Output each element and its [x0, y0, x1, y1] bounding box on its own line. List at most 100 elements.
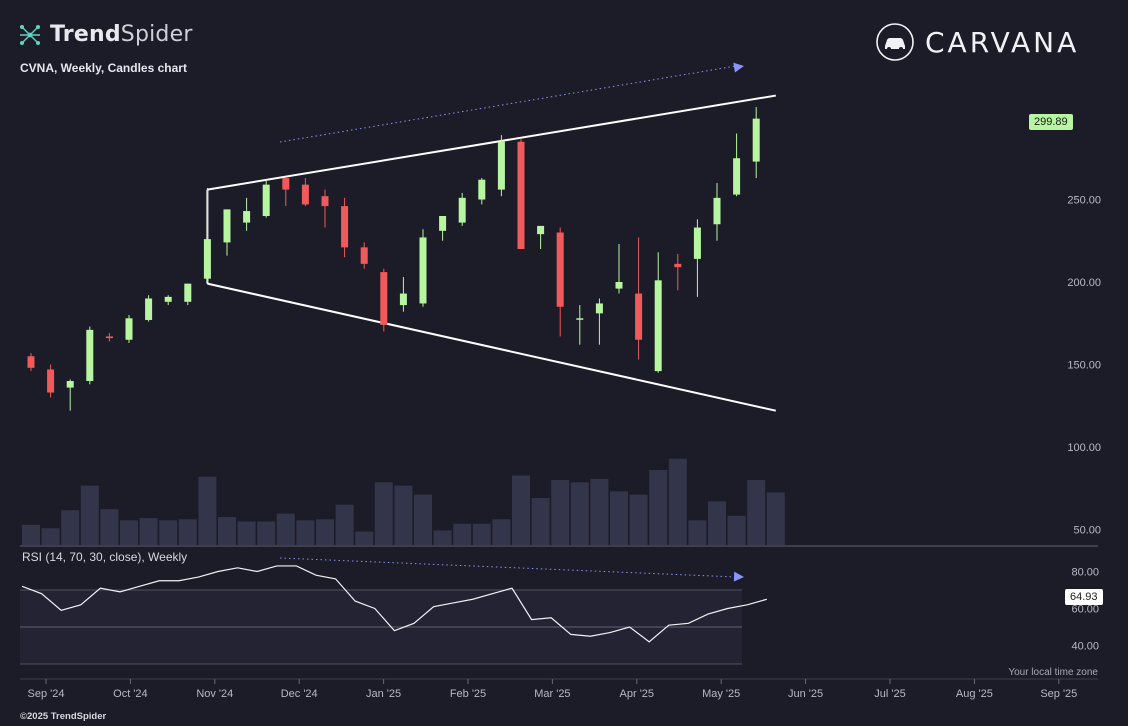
timezone-note[interactable]: Your local time zone	[1008, 667, 1098, 678]
candle-body	[341, 206, 349, 248]
candle-body	[105, 336, 113, 339]
volume-bar	[335, 504, 354, 545]
candle	[125, 315, 133, 344]
rsi-last-badge: 64.93	[1065, 589, 1103, 605]
volume-bars	[22, 458, 785, 545]
candle	[399, 277, 407, 312]
volume-bar	[198, 476, 217, 545]
channel-upper-line	[207, 94, 776, 191]
volume-bar	[727, 515, 746, 545]
candle	[654, 252, 662, 373]
candle	[635, 237, 643, 360]
rsi-projection-arrow-head	[733, 571, 744, 582]
candle-body	[184, 283, 192, 302]
volume-bar	[551, 480, 570, 545]
volume-bar	[766, 492, 785, 545]
candle	[145, 295, 153, 322]
time-tick-label: Sep '25	[1040, 688, 1077, 700]
candle-body	[380, 272, 388, 325]
volume-bar	[316, 519, 334, 545]
candle	[282, 178, 290, 207]
volume-bar	[394, 485, 413, 545]
time-tick-label: Oct '24	[113, 688, 148, 700]
channel-lower-line	[207, 282, 777, 412]
rsi-title: RSI (14, 70, 30, close), Weekly	[22, 550, 188, 564]
volume-bar	[120, 520, 138, 545]
time-tick-label: Mar '25	[534, 688, 570, 700]
candle-body	[693, 227, 701, 259]
volume-bar	[610, 491, 628, 545]
candle-body	[321, 196, 329, 207]
volume-bar	[492, 519, 511, 545]
volume-bar	[355, 531, 374, 545]
candle-body	[164, 296, 172, 302]
candle-body	[752, 118, 760, 162]
candle	[203, 187, 211, 282]
candle	[733, 133, 741, 197]
candle-body	[576, 318, 584, 320]
volume-bar	[139, 518, 158, 545]
volume-bar	[649, 469, 668, 545]
candle-body	[713, 197, 721, 225]
candle	[243, 197, 251, 231]
candle	[713, 183, 721, 241]
candle-body	[556, 232, 564, 307]
candle	[360, 242, 368, 269]
candle-body	[262, 184, 270, 216]
price-axis: 250.00 200.00 150.00 100.00 50.00	[1067, 195, 1101, 537]
candle	[556, 227, 564, 337]
price-tick-label: 200.00	[1067, 277, 1101, 289]
candle-body	[145, 298, 153, 320]
candle	[458, 192, 466, 226]
volume-bar	[629, 494, 648, 545]
candle	[86, 326, 94, 385]
last-price-badge: 299.89	[1029, 114, 1073, 130]
rsi-axis: 80.00 60.00 40.00	[1071, 567, 1099, 653]
candle	[517, 138, 525, 249]
time-tick-label: Apr '25	[620, 688, 655, 700]
rsi-series	[21, 565, 767, 643]
candle	[439, 216, 447, 241]
volume-bar	[512, 475, 530, 545]
time-tick-label: Jul '25	[874, 688, 905, 700]
candle	[47, 364, 55, 398]
volume-bar	[178, 519, 197, 545]
rsi-tick-label: 80.00	[1071, 567, 1099, 579]
candle	[164, 295, 172, 306]
candle	[752, 107, 760, 179]
time-tick-label: Sep '24	[28, 688, 65, 700]
price-projection-arrow-head	[733, 62, 744, 73]
projection-arrows	[279, 62, 744, 582]
time-tick-label: May '25	[702, 688, 740, 700]
candle	[380, 268, 388, 332]
candle	[321, 189, 329, 228]
volume-bar	[453, 523, 472, 545]
volume-bar	[41, 528, 60, 545]
candle-body	[733, 158, 741, 195]
volume-bar	[708, 501, 726, 545]
volume-bar	[570, 482, 589, 545]
time-tick-label: Jun '25	[788, 688, 823, 700]
candle-body	[66, 381, 74, 388]
candle-body	[537, 225, 545, 235]
candle-body	[27, 356, 35, 368]
volume-bar	[472, 523, 491, 545]
candle-body	[47, 369, 55, 393]
volume-bar	[257, 521, 276, 545]
candle-body	[635, 293, 643, 340]
candle-body	[497, 141, 505, 190]
volume-bar	[61, 510, 80, 545]
price-tick-label: 150.00	[1067, 360, 1101, 372]
candle-body	[654, 280, 662, 372]
carvana-car-badge-icon	[876, 23, 914, 61]
candle-body	[478, 179, 486, 200]
candle-body	[223, 209, 231, 243]
candle-body	[399, 293, 407, 306]
candle	[497, 135, 505, 197]
candle	[27, 352, 35, 372]
rsi-tick-label: 60.00	[1071, 604, 1099, 616]
candle	[576, 305, 584, 345]
candle	[262, 179, 270, 218]
candle	[478, 178, 486, 205]
